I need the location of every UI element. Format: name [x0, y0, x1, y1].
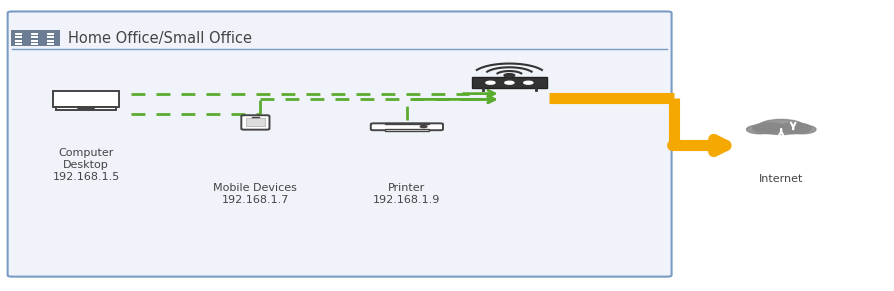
Bar — [31, 40, 38, 42]
FancyBboxPatch shape — [241, 115, 269, 130]
Circle shape — [778, 123, 811, 134]
Text: Mobile Devices
192.168.1.7: Mobile Devices 192.168.1.7 — [214, 183, 298, 205]
Bar — [31, 36, 38, 38]
FancyBboxPatch shape — [246, 118, 265, 126]
FancyBboxPatch shape — [56, 107, 116, 109]
Circle shape — [524, 81, 533, 84]
Text: Home Office/Small Office: Home Office/Small Office — [68, 31, 252, 46]
FancyBboxPatch shape — [78, 107, 95, 109]
FancyBboxPatch shape — [385, 123, 428, 124]
Circle shape — [746, 125, 773, 134]
Bar — [47, 43, 54, 45]
Circle shape — [789, 125, 816, 134]
Bar — [47, 40, 54, 42]
Bar — [755, 127, 808, 132]
FancyBboxPatch shape — [371, 123, 443, 130]
Circle shape — [420, 125, 427, 128]
FancyBboxPatch shape — [59, 94, 114, 105]
Bar — [31, 43, 38, 45]
Text: Printer
192.168.1.9: Printer 192.168.1.9 — [373, 183, 441, 205]
FancyBboxPatch shape — [471, 77, 547, 88]
FancyBboxPatch shape — [8, 11, 671, 277]
Bar — [31, 33, 38, 35]
FancyBboxPatch shape — [11, 30, 60, 46]
FancyBboxPatch shape — [53, 91, 120, 107]
Circle shape — [486, 81, 495, 84]
Text: Internet: Internet — [759, 174, 804, 184]
Circle shape — [758, 119, 805, 134]
Circle shape — [504, 74, 515, 77]
Bar — [14, 33, 21, 35]
Text: Computer
Desktop
192.168.1.5: Computer Desktop 192.168.1.5 — [53, 148, 120, 182]
FancyBboxPatch shape — [385, 129, 428, 131]
Circle shape — [505, 81, 514, 84]
Circle shape — [753, 123, 786, 134]
Bar — [14, 36, 21, 38]
Bar — [14, 43, 21, 45]
Bar — [14, 40, 21, 42]
Bar — [47, 36, 54, 38]
Bar — [47, 33, 54, 35]
